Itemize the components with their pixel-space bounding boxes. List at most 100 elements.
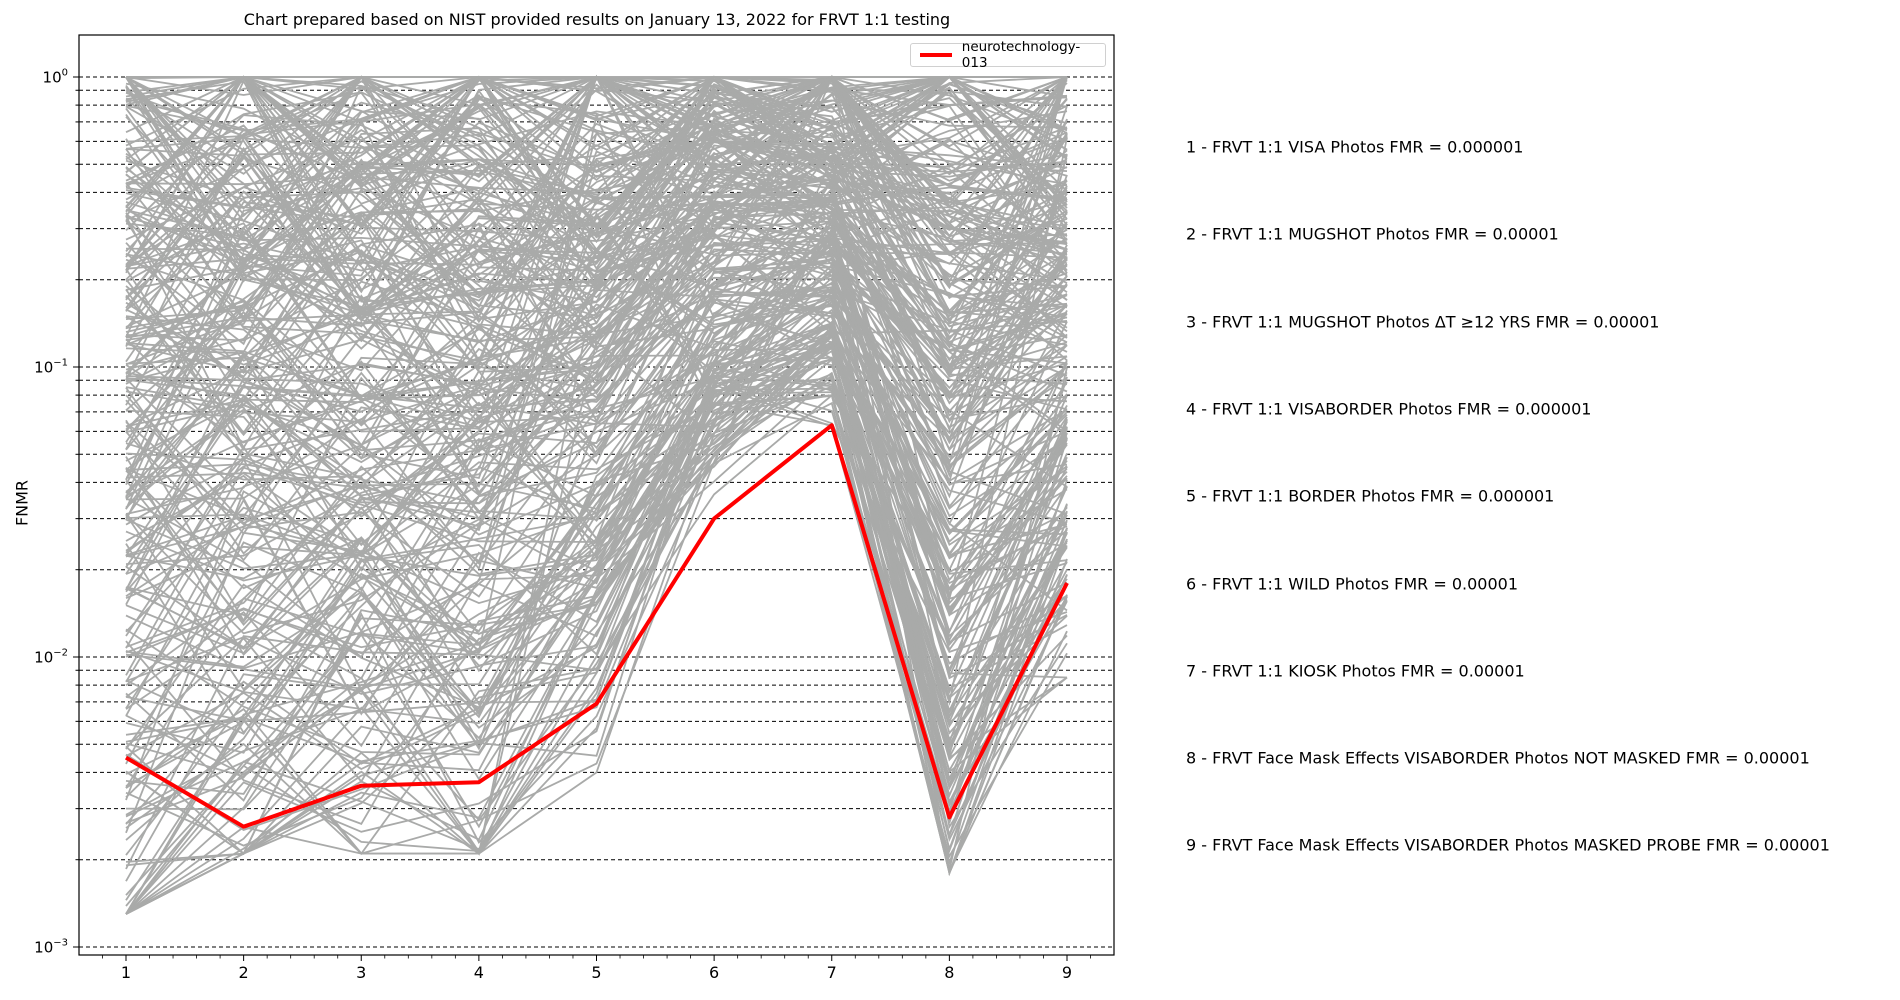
other-algorithm-line <box>125 347 1068 743</box>
category-description: 3 - FRVT 1:1 MUGSHOT Photos ΔT ≥12 YRS F… <box>1186 312 1660 332</box>
other-algorithm-line <box>125 75 1068 304</box>
other-algorithm-line <box>125 148 1068 378</box>
category-description: 4 - FRVT 1:1 VISABORDER Photos FMR = 0.0… <box>1186 399 1592 419</box>
other-algorithm-line <box>125 234 1068 572</box>
other-algorithm-line <box>125 97 1068 283</box>
other-algorithm-line <box>125 210 1068 471</box>
other-algorithm-line <box>125 320 1068 787</box>
other-algorithm-line <box>125 302 1068 801</box>
other-algorithm-line <box>125 75 1068 253</box>
legend: neurotechnology-013 <box>910 39 1106 71</box>
other-algorithm-line <box>125 174 1068 660</box>
other-algorithm-line <box>125 250 1068 554</box>
category-description: 6 - FRVT 1:1 WILD Photos FMR = 0.00001 <box>1186 574 1518 593</box>
y-axis-label: FNMR <box>12 479 32 527</box>
other-algorithm-line <box>125 138 1068 377</box>
other-algorithm-line <box>125 376 1068 901</box>
other-algorithm-line <box>125 90 1068 316</box>
other-algorithm-line <box>125 356 1068 695</box>
other-algorithm-line <box>125 154 1068 397</box>
category-description: 5 - FRVT 1:1 BORDER Photos FMR = 0.00000… <box>1186 486 1555 506</box>
other-algorithm-line <box>125 232 1068 877</box>
category-description: 2 - FRVT 1:1 MUGSHOT Photos FMR = 0.0000… <box>1186 224 1559 244</box>
other-algorithm-line <box>125 372 1068 876</box>
other-algorithm-line <box>125 75 1068 432</box>
other-algorithm-line <box>125 255 1068 592</box>
x-tick-label: 2 <box>238 963 249 982</box>
legend-swatch <box>920 53 952 57</box>
x-tick-label: 7 <box>826 963 837 982</box>
other-algorithm-line <box>125 141 1068 407</box>
other-algorithm-line <box>125 282 1068 693</box>
other-algorithm-line <box>125 183 1068 433</box>
other-algorithm-line <box>125 76 1067 239</box>
other-algorithm-line <box>125 75 1067 258</box>
other-algorithm-line <box>125 75 1068 320</box>
other-algorithm-line <box>125 293 1068 725</box>
other-algorithm-line <box>125 291 1068 582</box>
axes-frame <box>73 34 1115 961</box>
other-algorithm-line <box>125 171 1068 453</box>
other-algorithm-lines <box>125 74 1068 915</box>
other-algorithm-line <box>125 248 1068 565</box>
other-algorithm-line <box>125 75 1068 187</box>
other-algorithm-line <box>125 75 1068 350</box>
other-algorithm-line <box>125 92 1068 323</box>
other-algorithm-line <box>125 74 1068 606</box>
other-algorithm-line <box>125 290 1068 481</box>
y-tick-label: 10−3 <box>34 937 68 957</box>
category-description: 1 - FRVT 1:1 VISA Photos FMR = 0.000001 <box>1186 137 1524 157</box>
other-algorithm-line <box>125 345 1068 867</box>
legend-label: neurotechnology-013 <box>961 39 1081 71</box>
x-tick-label: 5 <box>591 963 602 982</box>
x-tick-label: 4 <box>473 963 484 982</box>
other-algorithm-line <box>125 211 1068 687</box>
other-algorithm-line <box>125 75 1068 160</box>
other-algorithm-line <box>125 295 1068 748</box>
y-tick-label: 100 <box>42 67 68 87</box>
other-algorithm-line <box>126 75 1068 303</box>
other-algorithm-line <box>125 270 1068 551</box>
y-tick-label: 10−1 <box>34 357 68 377</box>
other-algorithm-line <box>125 298 1068 676</box>
category-description: 9 - FRVT Face Mask Effects VISABORDER Ph… <box>1186 835 1830 855</box>
other-algorithm-line <box>125 374 1068 667</box>
x-tick-label: 3 <box>356 963 367 982</box>
neurotechnology-013-line <box>124 423 1069 829</box>
highlight-series-line <box>124 423 1069 829</box>
chart-title: Chart prepared based on NIST provided re… <box>243 10 951 29</box>
other-algorithm-line <box>125 76 1067 280</box>
other-algorithm-line <box>125 230 1068 824</box>
x-tick-label: 6 <box>709 963 720 982</box>
other-algorithm-line <box>125 75 1068 374</box>
other-algorithm-line <box>125 75 1068 450</box>
category-description: 8 - FRVT Face Mask Effects VISABORDER Ph… <box>1186 748 1810 768</box>
other-algorithm-line <box>125 296 1068 709</box>
other-algorithm-line <box>125 357 1068 811</box>
category-description: 7 - FRVT 1:1 KIOSK Photos FMR = 0.00001 <box>1186 661 1525 681</box>
x-tick-label: 8 <box>944 963 955 982</box>
x-tick-label: 1 <box>120 963 132 982</box>
other-algorithm-line <box>125 383 1068 859</box>
other-algorithm-line <box>125 150 1068 480</box>
other-algorithm-line <box>125 149 1068 417</box>
y-tick-label: 10−2 <box>34 647 68 667</box>
other-algorithm-line <box>125 144 1068 498</box>
other-algorithm-line <box>125 161 1068 402</box>
other-algorithm-line <box>125 75 1068 282</box>
other-algorithm-line <box>126 76 1068 270</box>
x-tick-label: 9 <box>1061 963 1073 982</box>
other-algorithm-line <box>125 75 1068 265</box>
other-algorithm-line <box>125 76 1068 444</box>
other-algorithm-line <box>125 75 1068 299</box>
other-algorithm-line <box>125 288 1068 500</box>
other-algorithm-line <box>125 395 1068 585</box>
other-algorithm-line <box>125 75 1068 322</box>
other-algorithm-line <box>125 387 1068 915</box>
other-algorithm-line <box>125 357 1068 907</box>
other-algorithm-line <box>125 127 1068 320</box>
other-algorithm-line <box>125 248 1068 515</box>
other-algorithm-line <box>125 76 1068 363</box>
other-algorithm-line <box>125 78 1068 338</box>
